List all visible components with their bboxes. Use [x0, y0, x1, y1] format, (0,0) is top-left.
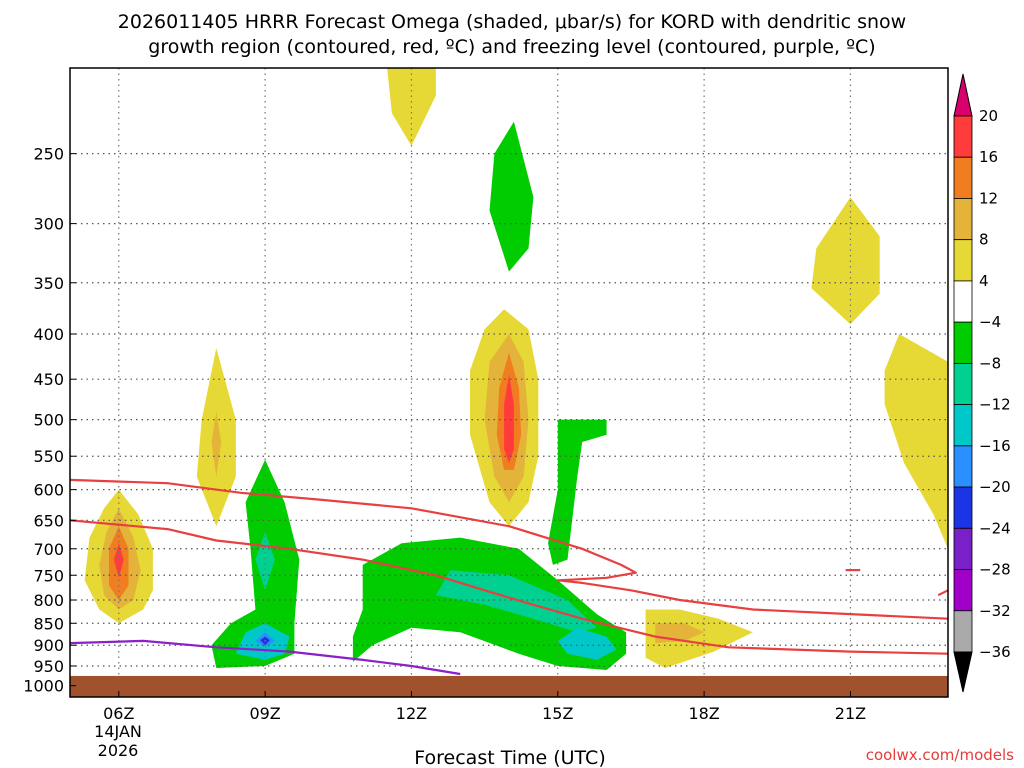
colorbar-band-7: [953, 404, 973, 447]
colorbar-band-5: [953, 321, 973, 364]
plot-border: [69, 67, 949, 698]
colorbar-lower-arrow: [953, 651, 973, 693]
colorbar-band-2: [953, 198, 973, 241]
colorbar-label-12: −32: [979, 602, 1011, 620]
x-tick-label-09Z: 09Z: [249, 704, 280, 723]
colorbar-band-9: [953, 486, 973, 529]
y-tick-label-900: 900: [33, 636, 64, 655]
colorbar-band-11: [953, 569, 973, 612]
y-tick-label-950: 950: [33, 657, 64, 676]
plot-frame: [69, 67, 949, 698]
y-tick-label-850: 850: [33, 614, 64, 633]
y-tick-label-400: 400: [33, 325, 64, 344]
upwards-lobe-21z: [811, 197, 880, 325]
x-tick-label-15Z: 15Z: [542, 704, 573, 723]
x-tick-label-21Z: 21Z: [835, 704, 866, 723]
downward-region-15z-core: [557, 627, 617, 660]
x-axis-label: Forecast Time (UTC): [414, 747, 605, 768]
downward-strip-15z: [548, 408, 607, 565]
y-tick-label-800: 800: [33, 591, 64, 610]
y-axis-ticks: 250 300 350 400 450 500 550 600 650 700 750 800 850 9…: [23, 145, 76, 696]
x-tick-label-12Z: 12Z: [396, 704, 427, 723]
y-tick-label-650: 650: [33, 511, 64, 530]
colorbar-band-10: [953, 527, 973, 570]
x-tick-label-06Z: 06Z: [103, 704, 134, 723]
colorbar-band-3: [953, 239, 973, 282]
colorbar-label-4: 4: [979, 272, 989, 290]
colorbar-label-9: −20: [979, 478, 1011, 496]
colorbar-band-6: [953, 362, 973, 406]
ground-fill: [70, 675, 948, 697]
chart-title-line-1: 2026011405 HRRR Forecast Omega (shaded, …: [118, 11, 906, 33]
y-tick-label-250: 250: [33, 145, 64, 164]
y-tick-label-500: 500: [33, 411, 64, 430]
x-axis-ticks: 06Z 09Z 12Z 15Z 18Z 21Z: [103, 691, 866, 723]
credit-text[interactable]: coolwx.com/models: [866, 746, 1014, 764]
colorbar-label-3: 8: [979, 231, 989, 249]
contours: [69, 478, 949, 676]
upwards-lobe-14z-core: [504, 374, 514, 464]
y-tick-label-1000: 1000: [23, 677, 64, 696]
y-tick-label-600: 600: [33, 481, 64, 500]
upwards-lobe-23z: [884, 334, 948, 549]
colorbar: 20 16 12 8 4 −4 −8 −12 −16 −20 −24 −28 −32 −36: [953, 73, 1011, 693]
dendritic-snow-upper: [69, 478, 949, 620]
colorbar-band-12: [953, 610, 973, 653]
colorbar-label-7: −12: [979, 396, 1011, 414]
x-tick-label-18Z: 18Z: [688, 704, 719, 723]
dendritic-snow-fragment-22z: [937, 589, 949, 597]
ground-surface: [70, 675, 948, 697]
colorbar-label-8: −16: [979, 437, 1011, 455]
colorbar-band-8: [953, 445, 973, 488]
colorbar-label-10: −24: [979, 519, 1011, 537]
y-tick-label-550: 550: [33, 447, 64, 466]
colorbar-band-0: [953, 115, 973, 158]
y-tick-label-300: 300: [33, 215, 64, 234]
colorbar-label-13: −36: [979, 643, 1011, 661]
downward-region-12z-inner: [435, 570, 597, 633]
y-tick-label-700: 700: [33, 540, 64, 559]
chart-title-line-2: growth region (contoured, red, ºC) and f…: [148, 36, 875, 58]
colorbar-band-4: [953, 280, 973, 323]
date-label-month: 14JAN: [94, 722, 142, 741]
y-tick-label-450: 450: [33, 370, 64, 389]
colorbar-label-0: 20: [979, 107, 998, 125]
colorbar-label-2: 12: [979, 189, 998, 207]
upwards-lobe-06z-core: [113, 543, 124, 578]
dendritic-snow-lower: [69, 519, 949, 655]
y-tick-label-750: 750: [33, 566, 64, 585]
upwards-lobe-08z-inner: [211, 411, 222, 477]
y-tick-label-350: 350: [33, 274, 64, 293]
downward-region-09z: [211, 459, 300, 668]
colorbar-label-6: −8: [979, 354, 1001, 372]
colorbar-band-1: [953, 156, 973, 199]
date-label-year: 2026: [98, 741, 139, 760]
downward-lobe-14z-top: [489, 121, 534, 272]
colorbar-label-5: −4: [979, 313, 1001, 331]
colorbar-upper-arrow: [953, 73, 973, 117]
omega-shading: [84, 68, 948, 670]
colorbar-label-1: 16: [979, 148, 998, 166]
freezing-level: [69, 639, 461, 676]
colorbar-label-11: −28: [979, 561, 1011, 579]
